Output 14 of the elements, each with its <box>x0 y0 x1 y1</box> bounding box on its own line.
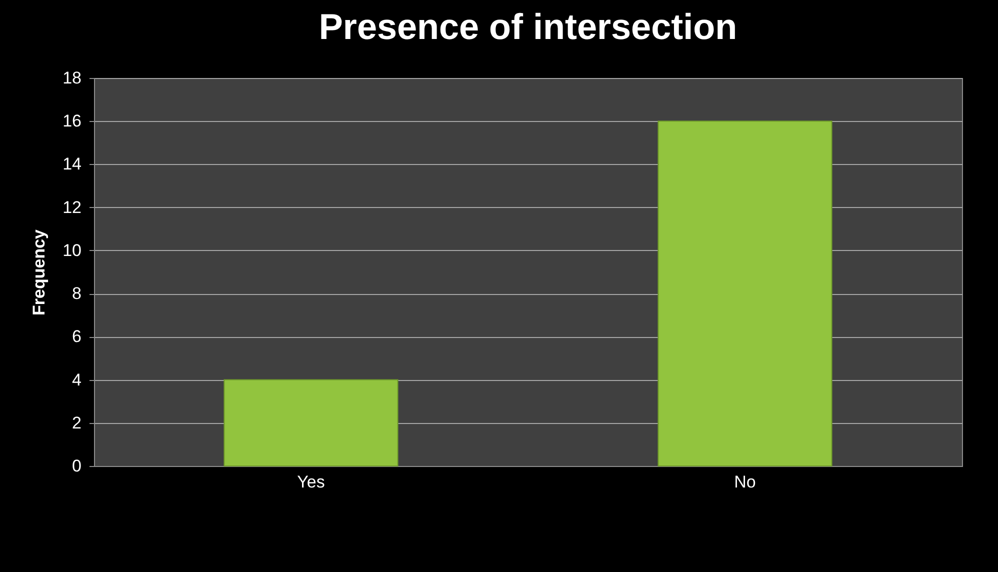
y-tick-label: 0 <box>72 456 82 476</box>
y-tick-label: 16 <box>62 112 82 131</box>
x-tick-label: Yes <box>297 472 325 492</box>
y-tick-label: 18 <box>62 68 82 88</box>
chart-title: Presence of intersection <box>318 6 738 47</box>
y-axis-title: Frequency <box>30 228 49 316</box>
y-tick-label: 14 <box>62 154 82 174</box>
y-tick-label: 10 <box>62 240 82 260</box>
y-tick-label: 6 <box>72 327 82 346</box>
y-tick-label: 4 <box>72 370 82 390</box>
x-tick-label: No <box>734 472 756 492</box>
y-tick-label: 2 <box>72 413 82 432</box>
y-tick-label: 12 <box>62 198 82 217</box>
y-tick-label: 8 <box>72 284 82 304</box>
